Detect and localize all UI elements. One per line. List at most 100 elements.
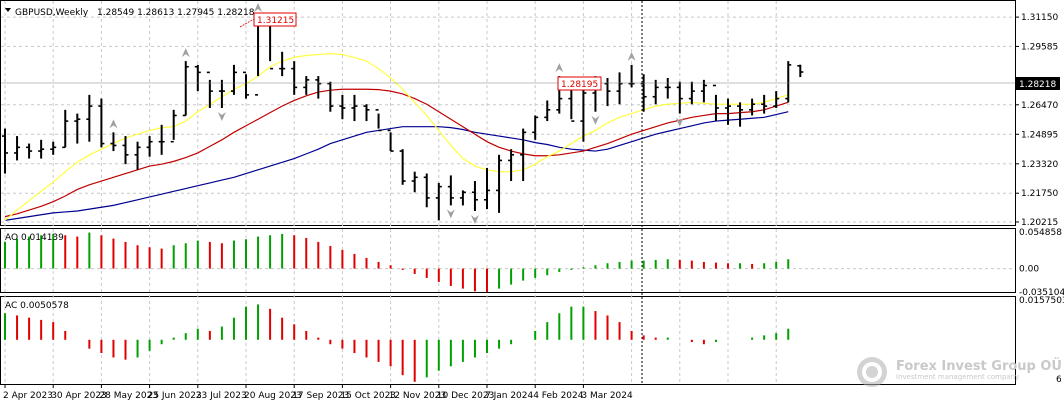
ohlc-bar <box>230 64 237 95</box>
ohlc-bar <box>2 128 8 174</box>
ac-histogram <box>4 304 790 382</box>
ohlc-bar <box>62 109 69 149</box>
ohlc-bar <box>496 154 503 213</box>
time-tick-label: 15 Oct 2023 <box>340 391 396 401</box>
current-price-tag: 1.28218 <box>1016 77 1060 90</box>
price-tick-label: 1.29585 <box>1021 42 1058 52</box>
ohlc-bar <box>712 84 719 122</box>
ac-axis: 0.0157503 <box>1019 296 1064 306</box>
ao-label: AO 0.014139 <box>5 233 64 243</box>
moving-averages <box>4 53 789 221</box>
ohlc-bar <box>700 79 707 103</box>
ohlc-bar <box>14 136 21 161</box>
watermark-text: Forex Invest Group OÜ Investment managem… <box>896 360 1062 381</box>
ohlc-bar <box>206 71 213 108</box>
high-annotation: 1.31215 <box>239 12 297 28</box>
ohlc-bar <box>158 124 165 155</box>
fractal-down-icon <box>217 111 226 121</box>
ohlc-bar <box>459 190 466 206</box>
time-tick-label: 17 Sep 2023 <box>292 391 349 401</box>
ohlc-bar <box>303 76 310 95</box>
ao-frame <box>0 228 1016 293</box>
ohlc-bar <box>640 74 647 112</box>
ohlc-bar <box>26 143 33 159</box>
ohlc-bar <box>170 109 177 143</box>
watermark-subtitle: Investment management company <box>896 373 1020 381</box>
dropdown-triangle-icon[interactable] <box>5 8 11 12</box>
ohlc-bar <box>688 81 695 105</box>
price-tick-label: 1.31150 <box>1021 13 1058 23</box>
ohlc-bar <box>339 94 346 120</box>
ohlc-bar <box>628 64 635 88</box>
ohlc-bar <box>38 139 45 159</box>
time-tick-label: 28 May 2023 <box>99 391 158 401</box>
ohlc-bar <box>532 115 539 140</box>
price-tick-label: 1.26470 <box>1021 101 1058 111</box>
ohlc-bar <box>243 71 249 99</box>
ohlc-bar <box>435 182 442 221</box>
ohlc-bar <box>580 87 587 142</box>
ohlc-bar <box>652 79 659 105</box>
ohlc-bar <box>315 76 322 99</box>
ohlc-bar <box>508 149 515 182</box>
ohlc-bar <box>773 91 780 108</box>
fractal-down-icon <box>591 115 600 125</box>
ohlc-bar <box>664 78 671 99</box>
fractal-down-icon <box>446 209 455 219</box>
time-tick-label: 4 Feb 2024 <box>533 391 584 401</box>
ohlc-label: 1.28549 1.28613 1.27945 1.28218 <box>97 8 255 18</box>
ao-tick-label: -0.035104 <box>1019 288 1064 298</box>
ma-slow-line <box>4 111 789 221</box>
ohlc-bar <box>327 81 334 112</box>
time-tick-label: 3 Mar 2024 <box>581 391 633 401</box>
ac-frame <box>0 296 1016 385</box>
ohlc-bar <box>182 61 189 117</box>
time-tick-label: 23 Jul 2023 <box>196 391 247 401</box>
ohlc-bar <box>544 100 551 122</box>
ohlc-bar <box>447 175 454 206</box>
ohlc-bar <box>616 72 623 105</box>
ohlc-bar <box>520 128 527 182</box>
ma-fast-line <box>4 53 789 221</box>
ma-mid-line <box>4 88 789 218</box>
price-tick-label: 1.21750 <box>1021 189 1058 199</box>
ohlc-bar <box>725 98 731 125</box>
ao-axis: 0.054858 0.00 -0.035104 <box>1019 228 1064 298</box>
ohlc-bar <box>86 94 93 142</box>
ac-label: AC 0.0050578 <box>5 301 69 311</box>
ac-tick-label: 0.0157503 <box>1019 296 1064 306</box>
fractal-down-icon <box>675 117 684 127</box>
ohlc-bar <box>194 64 201 92</box>
symbol-label: GBPUSD,Weekly <box>15 8 89 18</box>
ohlc-bar <box>411 171 418 193</box>
chart-header: GBPUSD,Weekly 1.28549 1.28613 1.27945 1.… <box>5 8 255 18</box>
ohlc-bar <box>749 98 756 116</box>
ohlc-bar <box>785 61 792 103</box>
ohlc-bar <box>484 167 490 210</box>
main-chart-frame <box>0 0 1016 226</box>
ohlc-bar <box>399 149 406 185</box>
ohlc-bar <box>797 64 804 78</box>
svg-text:1.28218: 1.28218 <box>1019 80 1056 90</box>
ohlc-bar <box>761 94 768 114</box>
ohlc-bar <box>676 81 683 114</box>
ohlc-bar <box>98 98 105 148</box>
price-axis: 1.31150 1.29585 1.26470 1.24895 1.23320 1.217… <box>1015 13 1058 228</box>
fractal-up-icon <box>555 63 564 73</box>
ohlc-bar <box>110 132 117 152</box>
time-tick-label: 25 Jun 2023 <box>148 391 202 401</box>
fractal-up-icon <box>254 2 263 12</box>
price-tick-label: 1.20215 <box>1021 218 1058 228</box>
ohlc-bar <box>375 109 382 132</box>
ohlc-bar <box>218 79 225 108</box>
ohlc-bar <box>74 113 81 144</box>
price-tick-label: 1.23320 <box>1021 160 1058 170</box>
grid <box>1 1 1015 384</box>
ohlc-bar <box>423 173 430 208</box>
time-tick-label: 12 Nov 2023 <box>389 391 447 401</box>
fractal-down-icon <box>470 215 479 225</box>
ohlc-bar <box>146 136 153 157</box>
watermark-logo <box>857 357 887 387</box>
svg-text:1.28195: 1.28195 <box>561 80 598 90</box>
